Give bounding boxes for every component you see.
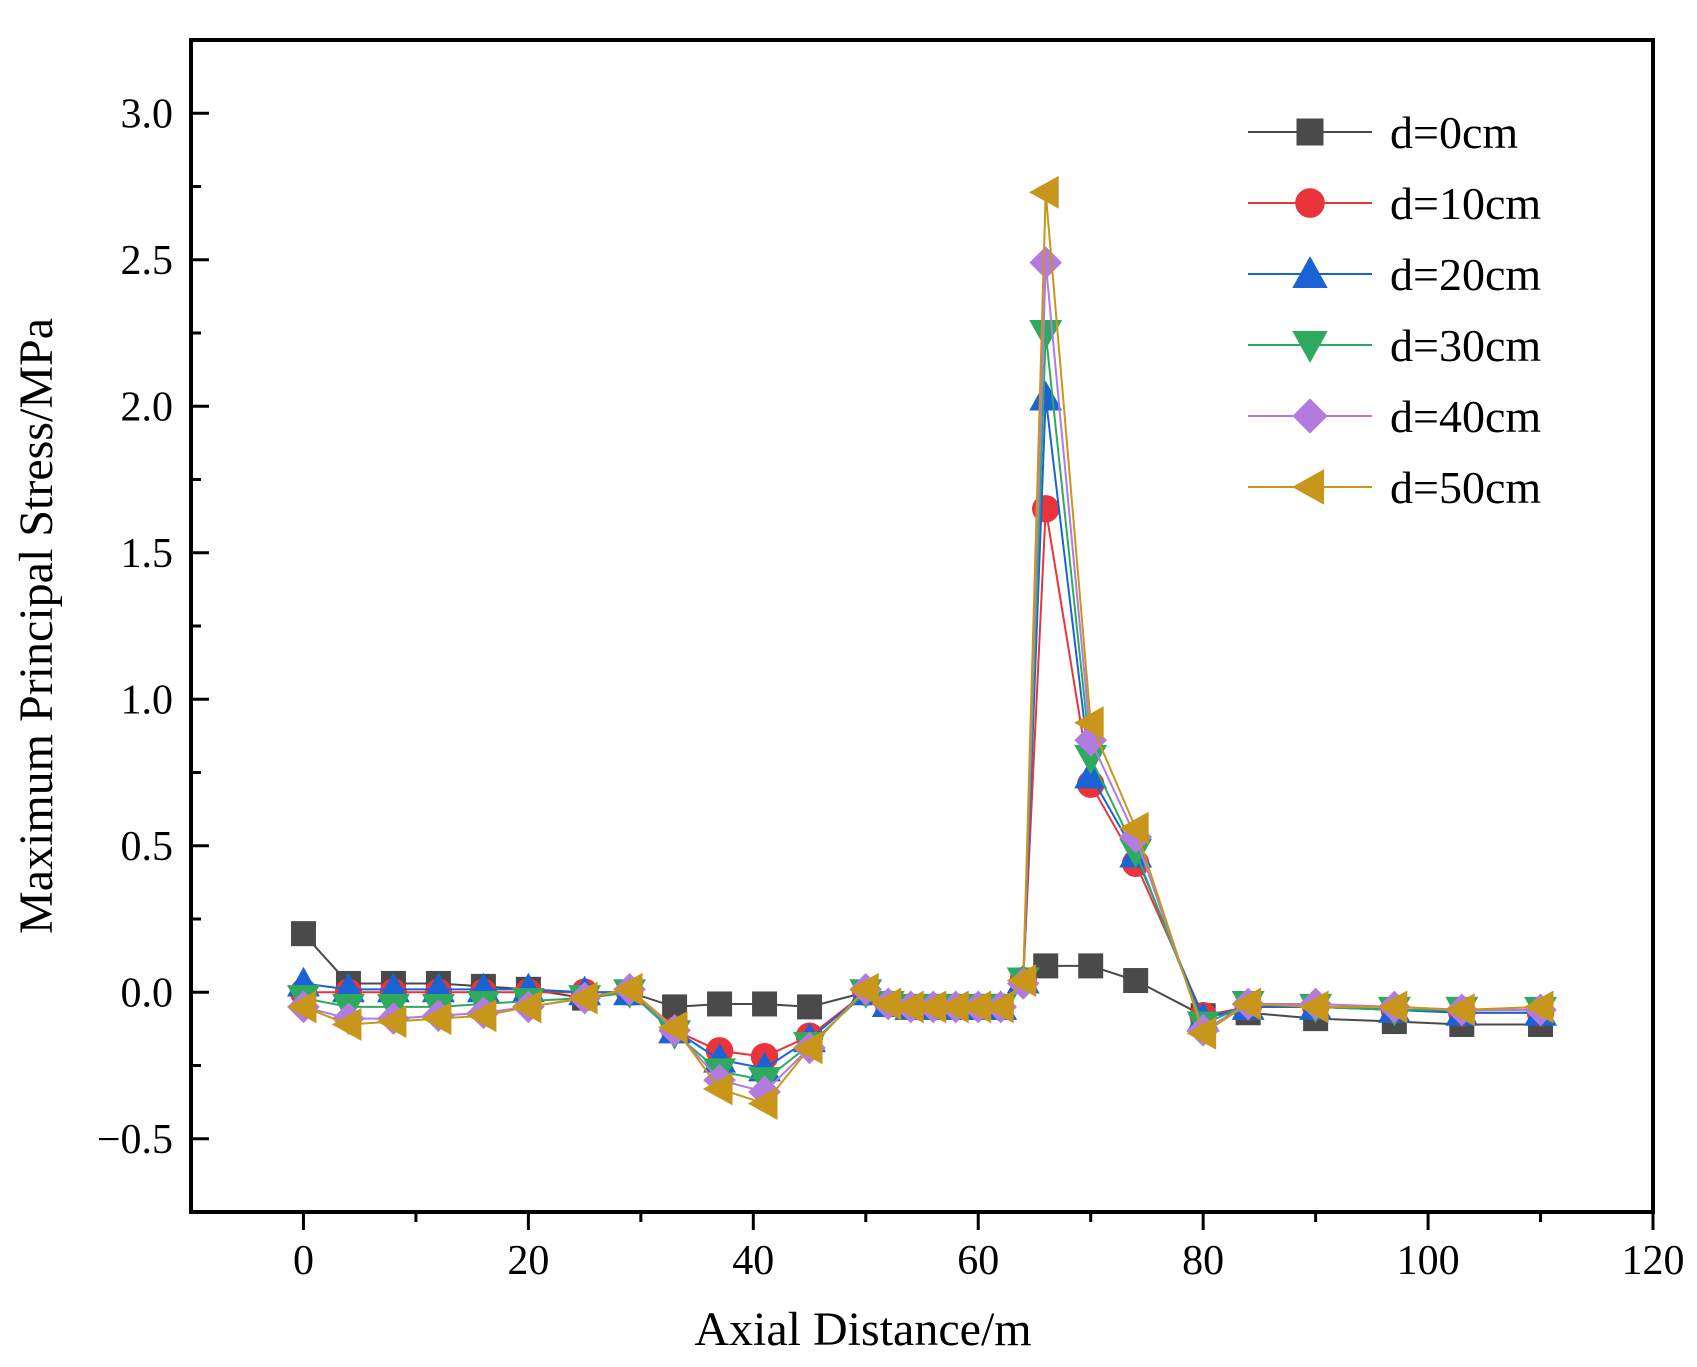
data-point [1186,1016,1217,1050]
legend-label: d=0cm [1390,107,1518,158]
x-tick-label: 40 [732,1238,774,1284]
data-point [797,994,823,1020]
legend-entry: d=50cm [1248,462,1541,513]
series-layer [286,175,1557,1121]
data-point [1445,993,1475,1027]
legend-marker [1292,330,1328,363]
data-point [612,972,643,1006]
data-point [286,990,317,1024]
data-point [331,1008,362,1041]
data-point [1119,811,1149,845]
data-point [1074,706,1104,740]
y-tick-label: 1.5 [121,531,174,577]
data-point [421,1002,452,1036]
legend-label: d=50cm [1390,462,1541,513]
y-tick-label: 3.0 [121,91,174,137]
y-tick-label: 2.0 [121,384,174,430]
data-point [747,1087,778,1121]
data-point [376,1005,407,1038]
data-point [567,981,598,1015]
legend-label: d=10cm [1390,178,1541,229]
data-point [984,990,1014,1024]
y-tick-label: −0.5 [97,1117,173,1163]
y-axis-title: Maximum Principal Stress/MPa [10,318,63,934]
y-tick-label: 0.0 [121,970,174,1016]
legend-marker [1292,256,1328,289]
legend-marker [1292,469,1325,505]
legend-label: d=20cm [1390,249,1541,300]
legend-entry: d=20cm [1248,249,1541,300]
series-d=50cm [286,175,1554,1121]
x-tick-label: 0 [293,1238,314,1284]
data-point [849,972,879,1006]
x-tick-label: 20 [507,1238,549,1284]
data-point [1298,990,1329,1024]
x-tick-label: 80 [1182,1238,1224,1284]
data-point [290,921,316,947]
legend-entry: d=30cm [1248,320,1541,371]
x-axis-title: Axial Distance/m [694,1303,1031,1356]
data-point [1377,990,1408,1024]
data-point [752,991,778,1017]
data-point [466,999,497,1033]
data-point [1006,964,1037,997]
x-tick-label: 100 [1397,1238,1460,1284]
legend-label: d=40cm [1390,391,1541,442]
data-point [1029,246,1063,279]
data-point [1029,320,1063,350]
data-point [1029,175,1059,209]
data-point [1523,990,1554,1024]
axes-layer: 0 20 40 60 80 100 120 −0.5 0.0 0.5 1.0 1.5 2.0 2.5 3.0 [97,91,1685,1284]
legend-entry: d=10cm [1248,178,1541,229]
legend-label: d=30cm [1390,320,1541,371]
y-tick-label: 1.0 [121,677,174,723]
legend-marker [1295,188,1325,218]
data-point [657,1010,688,1044]
data-point [702,1072,733,1106]
x-tick-label: 60 [957,1238,999,1284]
data-point [1231,987,1262,1021]
data-point [1078,953,1104,979]
data-point [1123,968,1149,994]
data-point [792,1031,823,1065]
legend-entry: d=40cm [1248,391,1541,442]
data-point [707,991,733,1017]
legend-marker [1296,118,1324,146]
legend-entry: d=0cm [1248,107,1518,158]
data-point [511,990,542,1024]
x-tick-label: 120 [1622,1238,1685,1284]
y-tick-label: 2.5 [121,238,174,284]
legend-marker [1292,398,1328,434]
y-tick-label: 0.5 [121,824,174,870]
legend: d=0cm d=10cm d=20cm d=30cm d=40cm d=50cm [1248,107,1541,513]
data-point [1033,953,1059,979]
